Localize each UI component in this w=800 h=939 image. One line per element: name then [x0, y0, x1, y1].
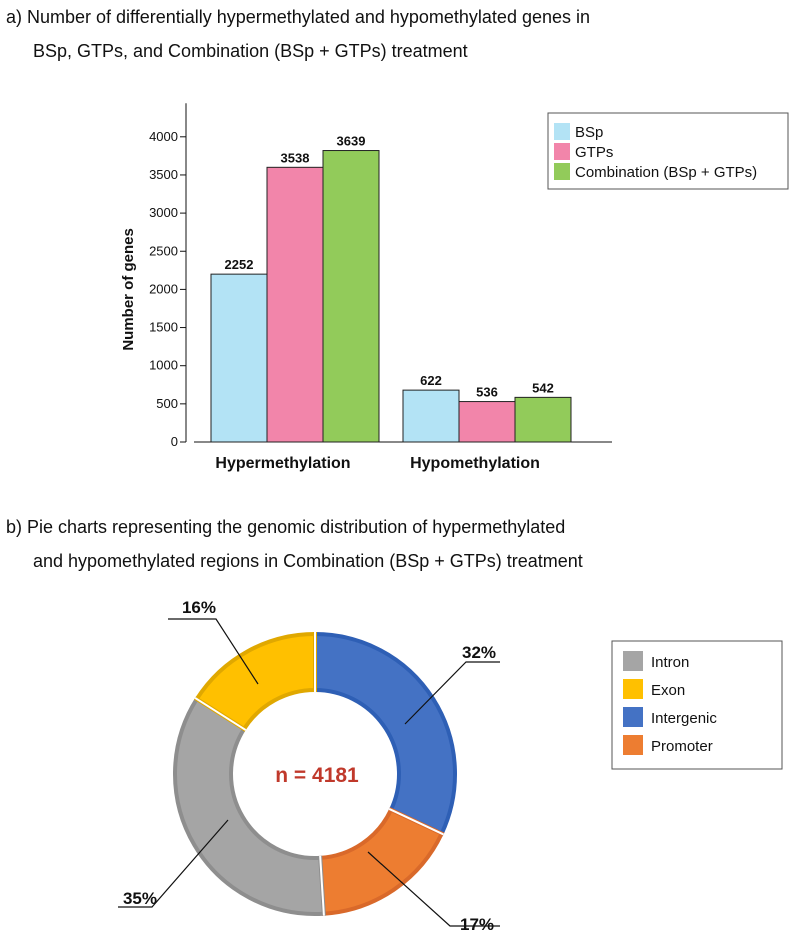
percent-label-exon: 16% — [182, 598, 216, 617]
donut-chart-legend: Intron Exon Intergenic Promoter — [611, 640, 783, 770]
leader-line-promoter — [367, 851, 500, 927]
leader-line-intergenic — [404, 661, 500, 725]
legend-box — [547, 112, 789, 190]
y-tick-label: 3000 — [149, 205, 178, 220]
x-category-label: Hypermethylation — [215, 455, 350, 472]
legend-swatch-intron — [623, 651, 643, 671]
legend-swatch-gtps — [554, 143, 570, 160]
x-category-label: Hypomethylation — [410, 455, 540, 472]
y-tick-label: 500 — [156, 396, 178, 411]
bar-value-label: 542 — [532, 380, 554, 395]
bar-chart: 0 500 1000 1500 2000 2500 3000 3500 4000 Number o… — [120, 103, 612, 472]
percent-label-intron: 35% — [123, 889, 157, 908]
legend-label-gtps: GTPs — [575, 144, 613, 161]
leader-line-intron — [118, 819, 229, 908]
bar-value-label: 3538 — [281, 150, 310, 165]
y-tick-label: 3500 — [149, 167, 178, 182]
chart-a-title-line2: BSp, GTPs, and Combination (BSp + GTPs) … — [33, 41, 468, 61]
bar-combination-bsp-gtps-hypermethylation — [322, 150, 380, 443]
donut-slice-intron — [173, 696, 326, 916]
legend-label-exon: Exon — [651, 682, 685, 699]
percent-label-intergenic: 32% — [462, 643, 496, 662]
slice-separator — [319, 855, 325, 916]
legend-label-intergenic: Intergenic — [651, 710, 717, 727]
chart-b-title-line2: and hypomethylated regions in Combinatio… — [33, 551, 583, 571]
legend-swatch-combination-bsp-gtps — [554, 163, 570, 180]
slice-separator — [194, 697, 247, 731]
legend-label-bsp: BSp — [575, 124, 603, 141]
y-tick-label: 2000 — [149, 281, 178, 296]
percent-label-promoter: 17% — [460, 915, 494, 934]
leader-line-exon — [168, 618, 259, 685]
legend-swatch-intergenic — [623, 707, 643, 727]
legend-swatch-promoter — [623, 735, 643, 755]
bar-chart-legend: BSp GTPs Combination (BSp + GTPs) — [547, 112, 789, 190]
y-tick-label: 2500 — [149, 243, 178, 258]
y-tick-label: 1000 — [149, 358, 178, 373]
legend-label-promoter: Promoter — [651, 738, 713, 755]
y-axis-label: Number of genes — [120, 228, 137, 351]
donut-slice-intergenic — [313, 631, 457, 837]
slice-separator — [388, 808, 444, 836]
chart-a-title: a) Number of differentially hypermethyla… — [6, 0, 590, 68]
legend-swatch-bsp — [554, 123, 570, 140]
bar-combination-bsp-gtps-hypomethylation — [514, 396, 572, 443]
donut-center-label: n = 4181 — [275, 764, 359, 787]
bar-value-label: 3639 — [337, 134, 366, 149]
y-tick-label: 1500 — [149, 320, 178, 335]
bar-value-label: 2252 — [225, 257, 254, 272]
bar-bsp-hypermethylation — [210, 273, 268, 443]
legend-label-combination-bsp-gtps: Combination (BSp + GTPs) — [575, 164, 757, 181]
chart-a-title-line1: a) Number of differentially hypermethyla… — [6, 7, 591, 27]
bar-bsp-hypomethylation — [402, 389, 460, 443]
bar-value-label: 536 — [476, 385, 498, 400]
y-tick-label: 4000 — [149, 129, 178, 144]
chart-b-title: b) Pie charts representing the genomic d… — [6, 510, 583, 578]
legend-swatch-exon — [623, 679, 643, 699]
bar-gtps-hypermethylation — [266, 166, 324, 443]
y-tick-label: 0 — [171, 434, 178, 449]
bar-gtps-hypomethylation — [458, 401, 516, 443]
donut-chart: 32% 17% 35% 16% n = 4181 — [118, 598, 500, 934]
chart-b-title-line1: b) Pie charts representing the genomic d… — [6, 517, 566, 537]
bar-value-label: 622 — [420, 373, 442, 388]
legend-label-intron: Intron — [651, 654, 689, 671]
